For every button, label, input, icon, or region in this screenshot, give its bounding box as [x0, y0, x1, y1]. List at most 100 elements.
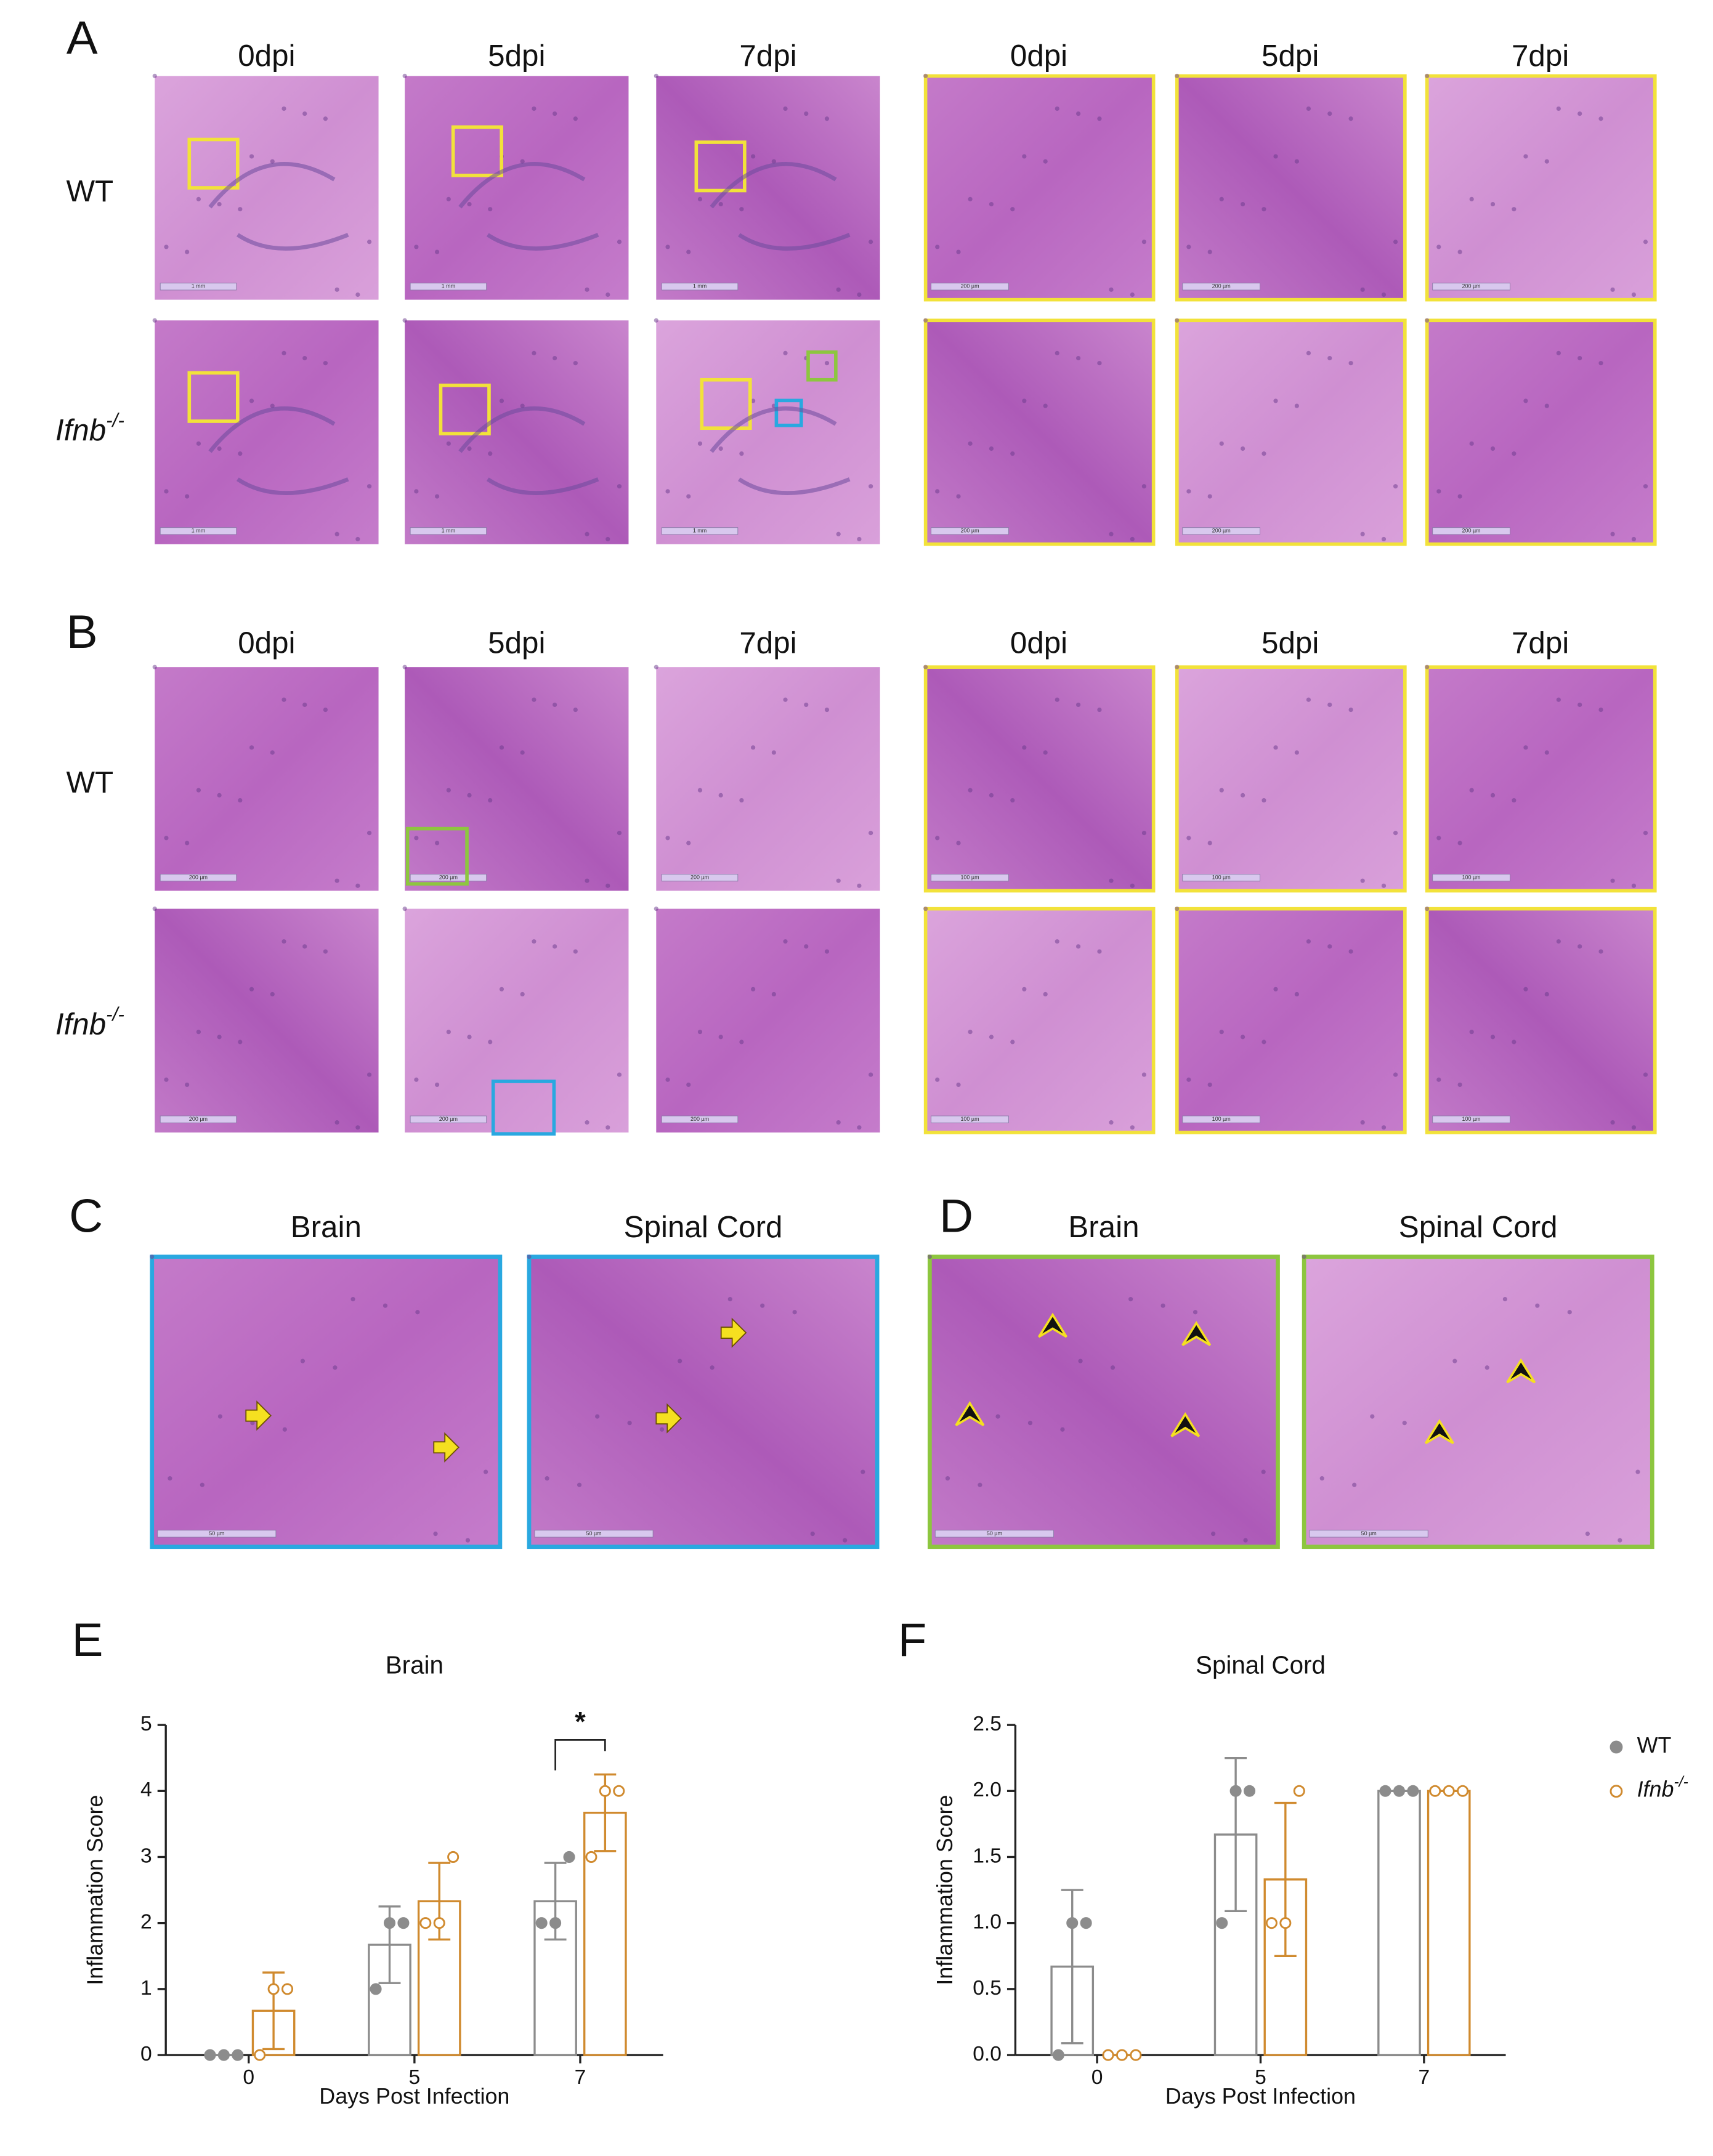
cell-nucleus — [1261, 797, 1266, 803]
cell-nucleus — [1273, 154, 1278, 159]
cell-nucleus — [857, 883, 862, 888]
cell-nucleus — [1241, 1035, 1245, 1040]
scale-bar-label: 200 µm — [439, 1116, 458, 1122]
scale-bar — [1182, 283, 1261, 291]
cell-nucleus — [1186, 244, 1191, 249]
y-axis-title: Inflammation Score — [933, 1795, 957, 1985]
micrograph — [1425, 74, 1657, 302]
cell-nucleus — [488, 1040, 493, 1044]
data-point — [1393, 1785, 1406, 1797]
scale-bar — [1182, 874, 1261, 882]
cell-nucleus — [1643, 1072, 1648, 1077]
column-label: 0dpi — [238, 626, 295, 660]
cell-nucleus — [402, 664, 407, 669]
cell-nucleus — [281, 697, 286, 702]
data-point — [1052, 2049, 1064, 2061]
cell-nucleus — [824, 949, 830, 954]
cell-nucleus — [238, 797, 243, 803]
cell-nucleus — [1261, 1040, 1266, 1044]
cell-nucleus — [1043, 159, 1048, 164]
cell-nucleus — [185, 841, 190, 846]
column-label: 0dpi — [238, 39, 295, 73]
scale-bar-label: 1 mm — [693, 528, 707, 534]
tissue-feature — [208, 161, 349, 251]
data-point — [433, 1917, 445, 1929]
cell-nucleus — [281, 350, 286, 355]
cell-nucleus — [334, 287, 339, 292]
scale-bar-label: 50 µm — [987, 1530, 1002, 1536]
cell-nucleus — [1175, 664, 1180, 669]
cell-nucleus — [1302, 1254, 1306, 1259]
panel-letter: A — [67, 12, 98, 64]
cell-nucleus — [1348, 708, 1353, 713]
cell-nucleus — [520, 403, 525, 408]
cell-nucleus — [196, 196, 201, 201]
cell-nucleus — [659, 1427, 665, 1432]
cell-nucleus — [488, 451, 493, 456]
y-tick-label: 1.5 — [973, 1844, 1002, 1867]
cell-nucleus — [238, 451, 243, 456]
data-point — [217, 2049, 230, 2061]
cell-nucleus — [323, 708, 328, 713]
cell-nucleus — [168, 1476, 172, 1481]
cell-nucleus — [402, 318, 407, 323]
scale-bar — [1309, 1530, 1428, 1538]
cell-nucleus — [718, 201, 723, 207]
significance-label: * — [575, 1705, 586, 1737]
arrowhead — [1170, 1412, 1201, 1437]
cell-nucleus — [238, 1040, 243, 1044]
cell-nucleus — [686, 1082, 691, 1088]
data-point — [613, 1785, 625, 1797]
cell-nucleus — [270, 403, 275, 408]
image-label: Spinal Cord — [624, 1210, 783, 1244]
cell-nucleus — [617, 1072, 622, 1077]
cell-nucleus — [686, 841, 691, 846]
cell-nucleus — [302, 702, 307, 708]
scale-bar-label: 1 mm — [693, 283, 707, 289]
cell-nucleus — [152, 906, 157, 911]
column-label: 0dpi — [1010, 39, 1067, 73]
data-point — [1130, 2049, 1142, 2061]
cell-nucleus — [843, 1538, 848, 1543]
cell-nucleus — [1160, 1303, 1165, 1308]
micrograph — [1175, 74, 1407, 302]
micrograph — [923, 665, 1156, 893]
cell-nucleus — [1577, 702, 1582, 708]
cell-nucleus — [1631, 536, 1637, 542]
cell-nucleus — [1598, 949, 1603, 954]
cell-nucleus — [1490, 1035, 1496, 1040]
cell-nucleus — [1055, 106, 1059, 111]
micrograph — [656, 667, 880, 891]
cell-nucleus — [1055, 939, 1059, 944]
cell-nucleus — [350, 1297, 355, 1302]
cell-nucleus — [1436, 836, 1441, 841]
y-tick-label: 5 — [140, 1713, 152, 1735]
region-box — [451, 125, 503, 177]
row-label: WT — [66, 765, 113, 799]
x-tick-label: 0 — [243, 2066, 254, 2089]
data-point — [1293, 1785, 1305, 1797]
tissue-feature — [208, 406, 349, 495]
cell-nucleus — [1535, 1303, 1540, 1308]
cell-nucleus — [1352, 1482, 1357, 1487]
cell-nucleus — [435, 249, 440, 254]
cell-nucleus — [1076, 355, 1081, 361]
scale-bar-label: 200 µm — [1462, 528, 1481, 534]
cell-nucleus — [1556, 697, 1561, 702]
cell-nucleus — [1502, 1297, 1507, 1302]
cell-nucleus — [935, 489, 940, 494]
column-label: 5dpi — [488, 39, 545, 73]
cell-nucleus — [300, 1359, 306, 1363]
cell-nucleus — [152, 318, 157, 323]
cell-nucleus — [995, 1414, 1000, 1419]
micrograph — [656, 76, 880, 300]
micrograph — [656, 320, 880, 544]
scale-bar-label: 100 µm — [1212, 1116, 1231, 1122]
cell-nucleus — [1076, 702, 1081, 708]
scale-bar — [661, 283, 739, 291]
cell-nucleus — [1141, 1072, 1146, 1077]
cell-nucleus — [1130, 536, 1135, 542]
cell-nucleus — [605, 883, 610, 888]
scale-bar-label: 100 µm — [960, 1116, 979, 1122]
